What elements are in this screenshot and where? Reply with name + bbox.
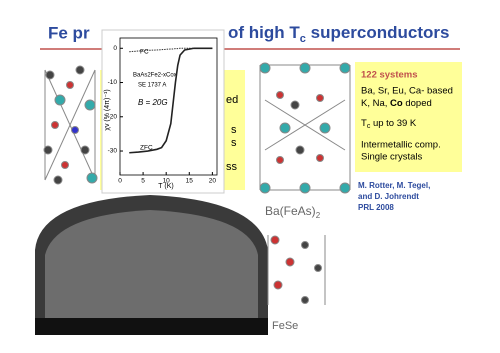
- series-label: ZFC: [140, 145, 153, 152]
- y-tick-label: -30: [108, 148, 118, 155]
- series-label: FC: [140, 49, 149, 56]
- structure-label: FeSe: [272, 320, 298, 332]
- title-end: superconductors: [306, 23, 450, 42]
- annotation: B = 20G: [138, 98, 168, 107]
- series-line: [129, 47, 213, 53]
- sem-crystal: [45, 210, 258, 318]
- sem-infobar: [35, 318, 268, 335]
- inset-chart: χv (% (4π)⁻¹) T (K) BaAs2Fe2-xCox SE 173…: [104, 37, 218, 190]
- info-heading: 122 systems: [361, 70, 418, 81]
- info-text-part: up to 39 K: [370, 118, 417, 129]
- annotation: BaAs2Fe2-xCox: [133, 73, 177, 79]
- plot-frame: [119, 37, 218, 176]
- info-text-part: doped: [403, 98, 432, 109]
- info-text: K, Na, Co doped: [361, 98, 432, 109]
- info-text: Single crystals: [361, 152, 422, 163]
- title-subscript: c: [300, 33, 306, 45]
- y-tick-label: -20: [108, 113, 118, 120]
- y-axis-label: χv (% (4π)⁻¹): [104, 89, 111, 130]
- info-text-sub: c: [367, 123, 371, 130]
- title-left: Fe pr: [48, 23, 90, 42]
- info-text: Intermetallic comp.: [361, 140, 441, 151]
- occluded-text: ed: [226, 94, 238, 106]
- inset-panel: [101, 29, 225, 194]
- x-tick-label: 0: [118, 178, 122, 185]
- x-tick-label: 5: [141, 178, 145, 185]
- x-axis-label: T (K): [158, 183, 173, 190]
- x-tick-label: 15: [186, 178, 194, 185]
- occluded-text: s: [231, 124, 237, 136]
- occluded-text: ss: [226, 161, 238, 173]
- info-box: [355, 62, 462, 172]
- structure-label-main: Ba(FeAs): [265, 204, 316, 218]
- crystal-fese: [267, 235, 326, 305]
- annotation: SE 1737 A: [138, 83, 166, 89]
- info-text: Tc up to 39 K: [361, 118, 417, 130]
- occluded-text: s: [231, 137, 237, 149]
- series-line: [129, 47, 213, 154]
- x-tick-label: 10: [163, 178, 171, 185]
- crystal-left: [43, 65, 98, 185]
- info-text: Ba, Sr, Eu, Ca- based: [361, 86, 453, 97]
- crystal-right: [259, 62, 351, 194]
- y-tick-label: -10: [108, 79, 118, 86]
- info-text-part: K, Na,: [361, 98, 390, 109]
- reference: PRL 2008: [358, 203, 394, 212]
- reference: M. Rotter, M. Tegel,: [358, 181, 430, 190]
- structure-label: Ba(FeAs)2: [265, 204, 321, 220]
- title-right: of high Tc superconductors: [228, 23, 449, 44]
- x-tick-label: 20: [209, 178, 217, 185]
- info-text-bold: Co: [390, 98, 403, 109]
- title-text: of high T: [228, 23, 300, 42]
- structure-label-sub: 2: [316, 211, 321, 220]
- info-text-part: T: [361, 118, 367, 129]
- y-tick-label: 0: [113, 45, 117, 52]
- reference: and D. Johrendt: [358, 192, 419, 201]
